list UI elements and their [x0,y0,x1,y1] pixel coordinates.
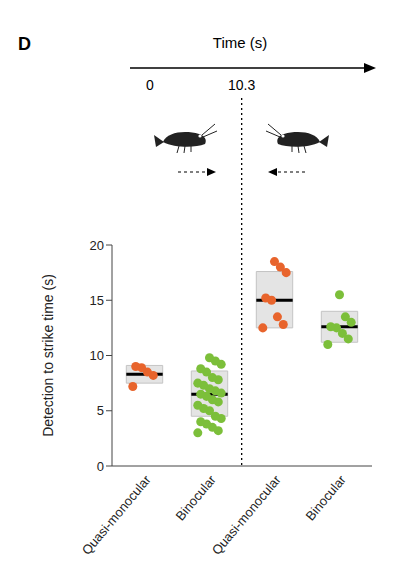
svg-text:Quasi-monocular: Quasi-monocular [209,472,285,558]
svg-text:15: 15 [90,293,104,308]
svg-text:D: D [18,34,31,54]
svg-text:10.3: 10.3 [228,77,255,93]
svg-text:0: 0 [146,77,154,93]
svg-text:0: 0 [97,459,104,474]
svg-text:Quasi-monocular: Quasi-monocular [79,472,155,558]
svg-text:5: 5 [97,403,104,418]
svg-text:Binocular: Binocular [303,472,350,524]
svg-text:20: 20 [90,238,104,253]
svg-text:Binocular: Binocular [173,472,220,524]
svg-text:Time (s): Time (s) [213,34,267,51]
svg-text:10: 10 [90,348,104,363]
svg-text:Detection to strike time (s): Detection to strike time (s) [40,274,56,437]
